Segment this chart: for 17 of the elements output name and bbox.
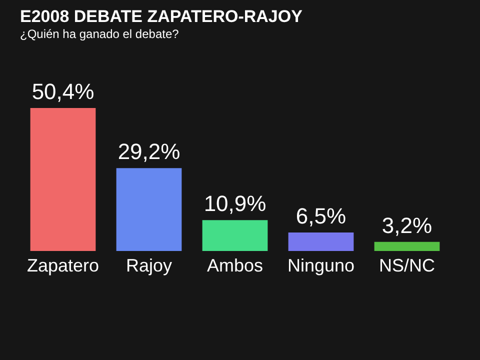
bar	[374, 242, 440, 251]
data-label: 10,9%	[204, 191, 266, 216]
data-label: 3,2%	[382, 212, 432, 238]
chart-title: E2008 DEBATE ZAPATERO-RAJOY	[20, 7, 304, 26]
chart-subtitle: ¿Quién ha ganado el debate?	[20, 27, 180, 41]
x-tick-label: NS/NC	[378, 256, 436, 276]
bar	[116, 168, 182, 251]
bar	[30, 108, 96, 251]
x-tick-label: Rajoy	[126, 256, 172, 276]
x-tick-label: Zapatero	[26, 256, 100, 276]
bar	[288, 232, 354, 251]
x-tick-label: Ambos	[206, 256, 264, 276]
bar	[202, 220, 268, 251]
data-label: 29,2%	[118, 139, 180, 164]
data-label: 50,4%	[32, 79, 94, 104]
data-label: 6,5%	[296, 204, 346, 229]
x-tick-label: Ninguno	[287, 256, 355, 276]
